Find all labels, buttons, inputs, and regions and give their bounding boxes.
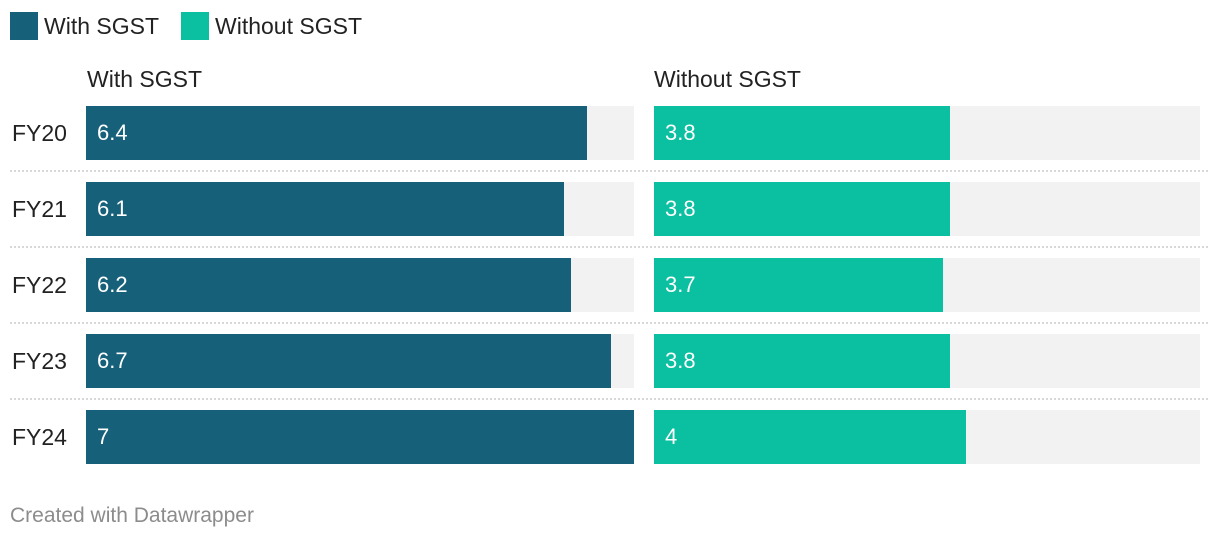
bar-with-sgst-fy21: 6.1 [86,182,564,236]
category-label-fy20: FY20 [12,120,67,146]
bar-value-label: 4 [665,424,678,449]
bar-with-sgst-fy24: 7 [86,410,634,464]
bar-track-without-sgst-fy24: 4 [654,410,1200,464]
bar-with-sgst-fy22: 6.2 [86,258,571,312]
bar-value-label: 6.2 [97,272,128,297]
legend-label-with-sgst: With SGST [44,12,160,39]
bar-value-label: 7 [97,424,110,449]
bar-track-with-sgst-fy20: 6.4 [86,106,634,160]
bar-track-with-sgst-fy22: 6.2 [86,258,634,312]
bar-track-with-sgst-fy21: 6.1 [86,182,634,236]
footer-credit: Created with Datawrapper [10,504,254,527]
legend: With SGST Without SGST [10,11,384,41]
bar-track-without-sgst-fy21: 3.8 [654,182,1200,236]
legend-label-without-sgst: Without SGST [215,12,362,39]
row-divider [10,398,1208,400]
legend-item-with-sgst: With SGST [10,12,159,40]
bar-value-label: 3.8 [665,348,696,373]
bar-track-with-sgst-fy23: 6.7 [86,334,634,388]
bar-without-sgst-fy20: 3.8 [654,106,950,160]
category-label-fy21: FY21 [12,196,67,222]
category-label-fy22: FY22 [12,272,67,298]
bar-with-sgst-fy23: 6.7 [86,334,611,388]
bar-without-sgst-fy21: 3.8 [654,182,950,236]
bar-without-sgst-fy24: 4 [654,410,966,464]
bar-value-label: 6.4 [97,120,128,145]
bar-track-with-sgst-fy24: 7 [86,410,634,464]
bar-without-sgst-fy22: 3.7 [654,258,943,312]
category-label-fy23: FY23 [12,348,67,374]
legend-swatch-without-sgst [181,12,210,40]
legend-item-without-sgst: Without SGST [181,12,362,40]
row-divider [10,246,1208,248]
legend-swatch-with-sgst [10,12,38,40]
bar-value-label: 3.7 [665,272,696,297]
bar-value-label: 6.1 [97,196,128,221]
panel-title-with-sgst: With SGST [87,66,203,92]
category-label-fy24: FY24 [12,424,67,450]
bar-value-label: 6.7 [97,348,128,373]
panel-title-without-sgst: Without SGST [654,66,801,92]
bar-without-sgst-fy23: 3.8 [654,334,950,388]
bar-track-without-sgst-fy20: 3.8 [654,106,1200,160]
bar-value-label: 3.8 [665,120,696,145]
bar-track-without-sgst-fy23: 3.8 [654,334,1200,388]
row-divider [10,322,1208,324]
bar-track-without-sgst-fy22: 3.7 [654,258,1200,312]
row-divider [10,170,1208,172]
bar-with-sgst-fy20: 6.4 [86,106,587,160]
bar-value-label: 3.8 [665,196,696,221]
